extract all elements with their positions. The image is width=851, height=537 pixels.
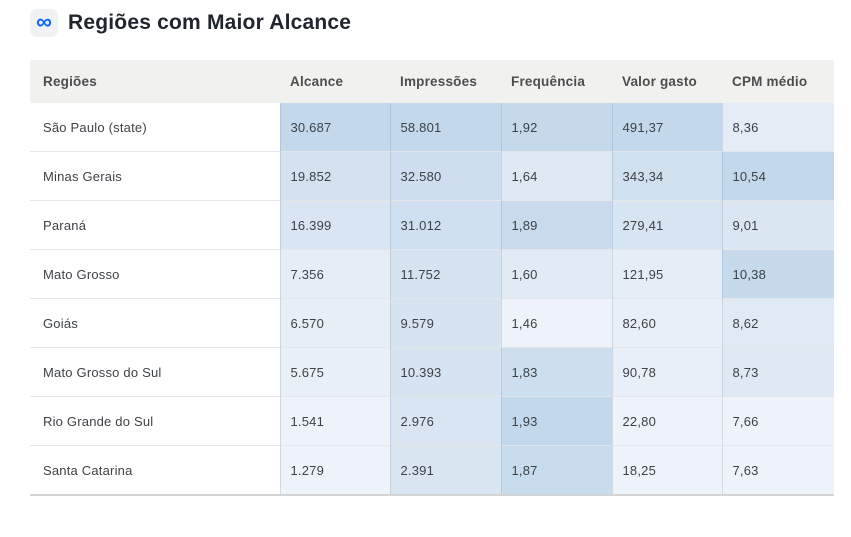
metric-cell: 11.752: [389, 249, 501, 299]
column-header-cpm-medio: CPM médio: [722, 60, 834, 103]
metric-cell: 10,54: [721, 151, 834, 201]
metric-cell: 343,34: [611, 151, 722, 201]
metric-cell: 9,01: [721, 200, 834, 250]
metric-cell: 82,60: [611, 298, 722, 348]
table-row: Goiás 6.570 9.579 1,46 82,60 8,62: [30, 298, 834, 348]
table-header: Regiões Alcance Impressões Frequência Va…: [30, 60, 834, 103]
column-header-alcance: Alcance: [280, 60, 390, 103]
metric-cell: 7,63: [721, 445, 834, 495]
region-name-cell: Goiás: [30, 298, 280, 348]
metric-cell: 30.687: [279, 103, 390, 152]
metric-cell: 1,64: [500, 151, 612, 201]
metric-cell: 31.012: [389, 200, 501, 250]
region-name-cell: Rio Grande do Sul: [30, 396, 280, 446]
metric-cell: 5.675: [279, 347, 390, 397]
meta-infinity-icon: ∞: [30, 9, 58, 37]
region-name-cell: São Paulo (state): [43, 119, 147, 135]
region-name-cell: Mato Grosso do Sul: [30, 347, 280, 397]
table-row: São Paulo (state) 30.687 58.801 1,92 491,37 8…: [30, 103, 834, 152]
region-name-cell: Paraná: [30, 200, 280, 250]
metric-cell: 18,25: [611, 445, 722, 495]
column-header-frequencia: Frequência: [501, 60, 612, 103]
metric-cell: 491,37: [611, 103, 722, 152]
column-header-regioes: Regiões: [30, 60, 280, 103]
metric-cell: 279,41: [611, 200, 722, 250]
metric-cell: 1.279: [279, 445, 390, 495]
column-header-impressoes: Impressões: [390, 60, 501, 103]
table-row: Paraná 16.399 31.012 1,89 279,41 9,01: [30, 200, 834, 250]
table-row: Rio Grande do Sul 1.541 2.976 1,93 22,80 7,66: [30, 396, 834, 446]
metric-cell: 1,83: [500, 347, 612, 397]
metric-cell: 1,46: [500, 298, 612, 348]
region-name-cell: Mato Grosso: [30, 249, 280, 299]
metric-cell: 16.399: [279, 200, 390, 250]
metric-cell: 2.976: [389, 396, 501, 446]
header-row: Regiões Alcance Impressões Frequência Va…: [30, 60, 834, 103]
metric-cell: 8,73: [721, 347, 834, 397]
table-row: Santa Catarina 1.279 2.391 1,87 18,25 7,63: [30, 445, 834, 495]
metric-cell: 10.393: [389, 347, 501, 397]
metric-cell: 6.570: [279, 298, 390, 348]
metric-cell: 22,80: [611, 396, 722, 446]
metric-cell: 9.579: [389, 298, 501, 348]
metric-cell: 121,95: [611, 249, 722, 299]
metric-cell: 32.580: [389, 151, 501, 201]
table-body: São Paulo (state) 30.687 58.801 1,92 491,37 8…: [30, 103, 834, 495]
metric-cell: 8,36: [721, 103, 834, 152]
metric-cell: 1,87: [500, 445, 612, 495]
metric-cell: 1.541: [279, 396, 390, 446]
metric-cell: 10,38: [721, 249, 834, 299]
table-row: Minas Gerais 19.852 32.580 1,64 343,34 10,54: [30, 151, 834, 201]
metric-cell: 90,78: [611, 347, 722, 397]
metric-cell: 2.391: [389, 445, 501, 495]
report-header: ∞ Regiões com Maior Alcance: [30, 9, 351, 37]
metric-cell: 1,60: [500, 249, 612, 299]
regions-table: Regiões Alcance Impressões Frequência Va…: [30, 60, 834, 496]
metric-cell: 7.356: [279, 249, 390, 299]
metric-cell: 1,93: [500, 396, 612, 446]
metric-cell: 1,89: [500, 200, 612, 250]
metric-cell: 7,66: [721, 396, 834, 446]
page-title: Regiões com Maior Alcance: [68, 11, 352, 34]
metric-cell: 19.852: [279, 151, 390, 201]
table-row: Mato Grosso 7.356 11.752 1,60 121,95 10,38: [30, 249, 834, 299]
region-name-cell: Santa Catarina: [30, 445, 280, 495]
table-row: Mato Grosso do Sul 5.675 10.393 1,83 90,78 8,…: [30, 347, 834, 397]
region-name-cell: Minas Gerais: [30, 151, 280, 201]
metric-cell: 8,62: [721, 298, 834, 348]
column-header-valor-gasto: Valor gasto: [612, 60, 722, 103]
metric-cell: 58.801: [389, 103, 501, 152]
metric-cell: 1,92: [500, 103, 612, 152]
